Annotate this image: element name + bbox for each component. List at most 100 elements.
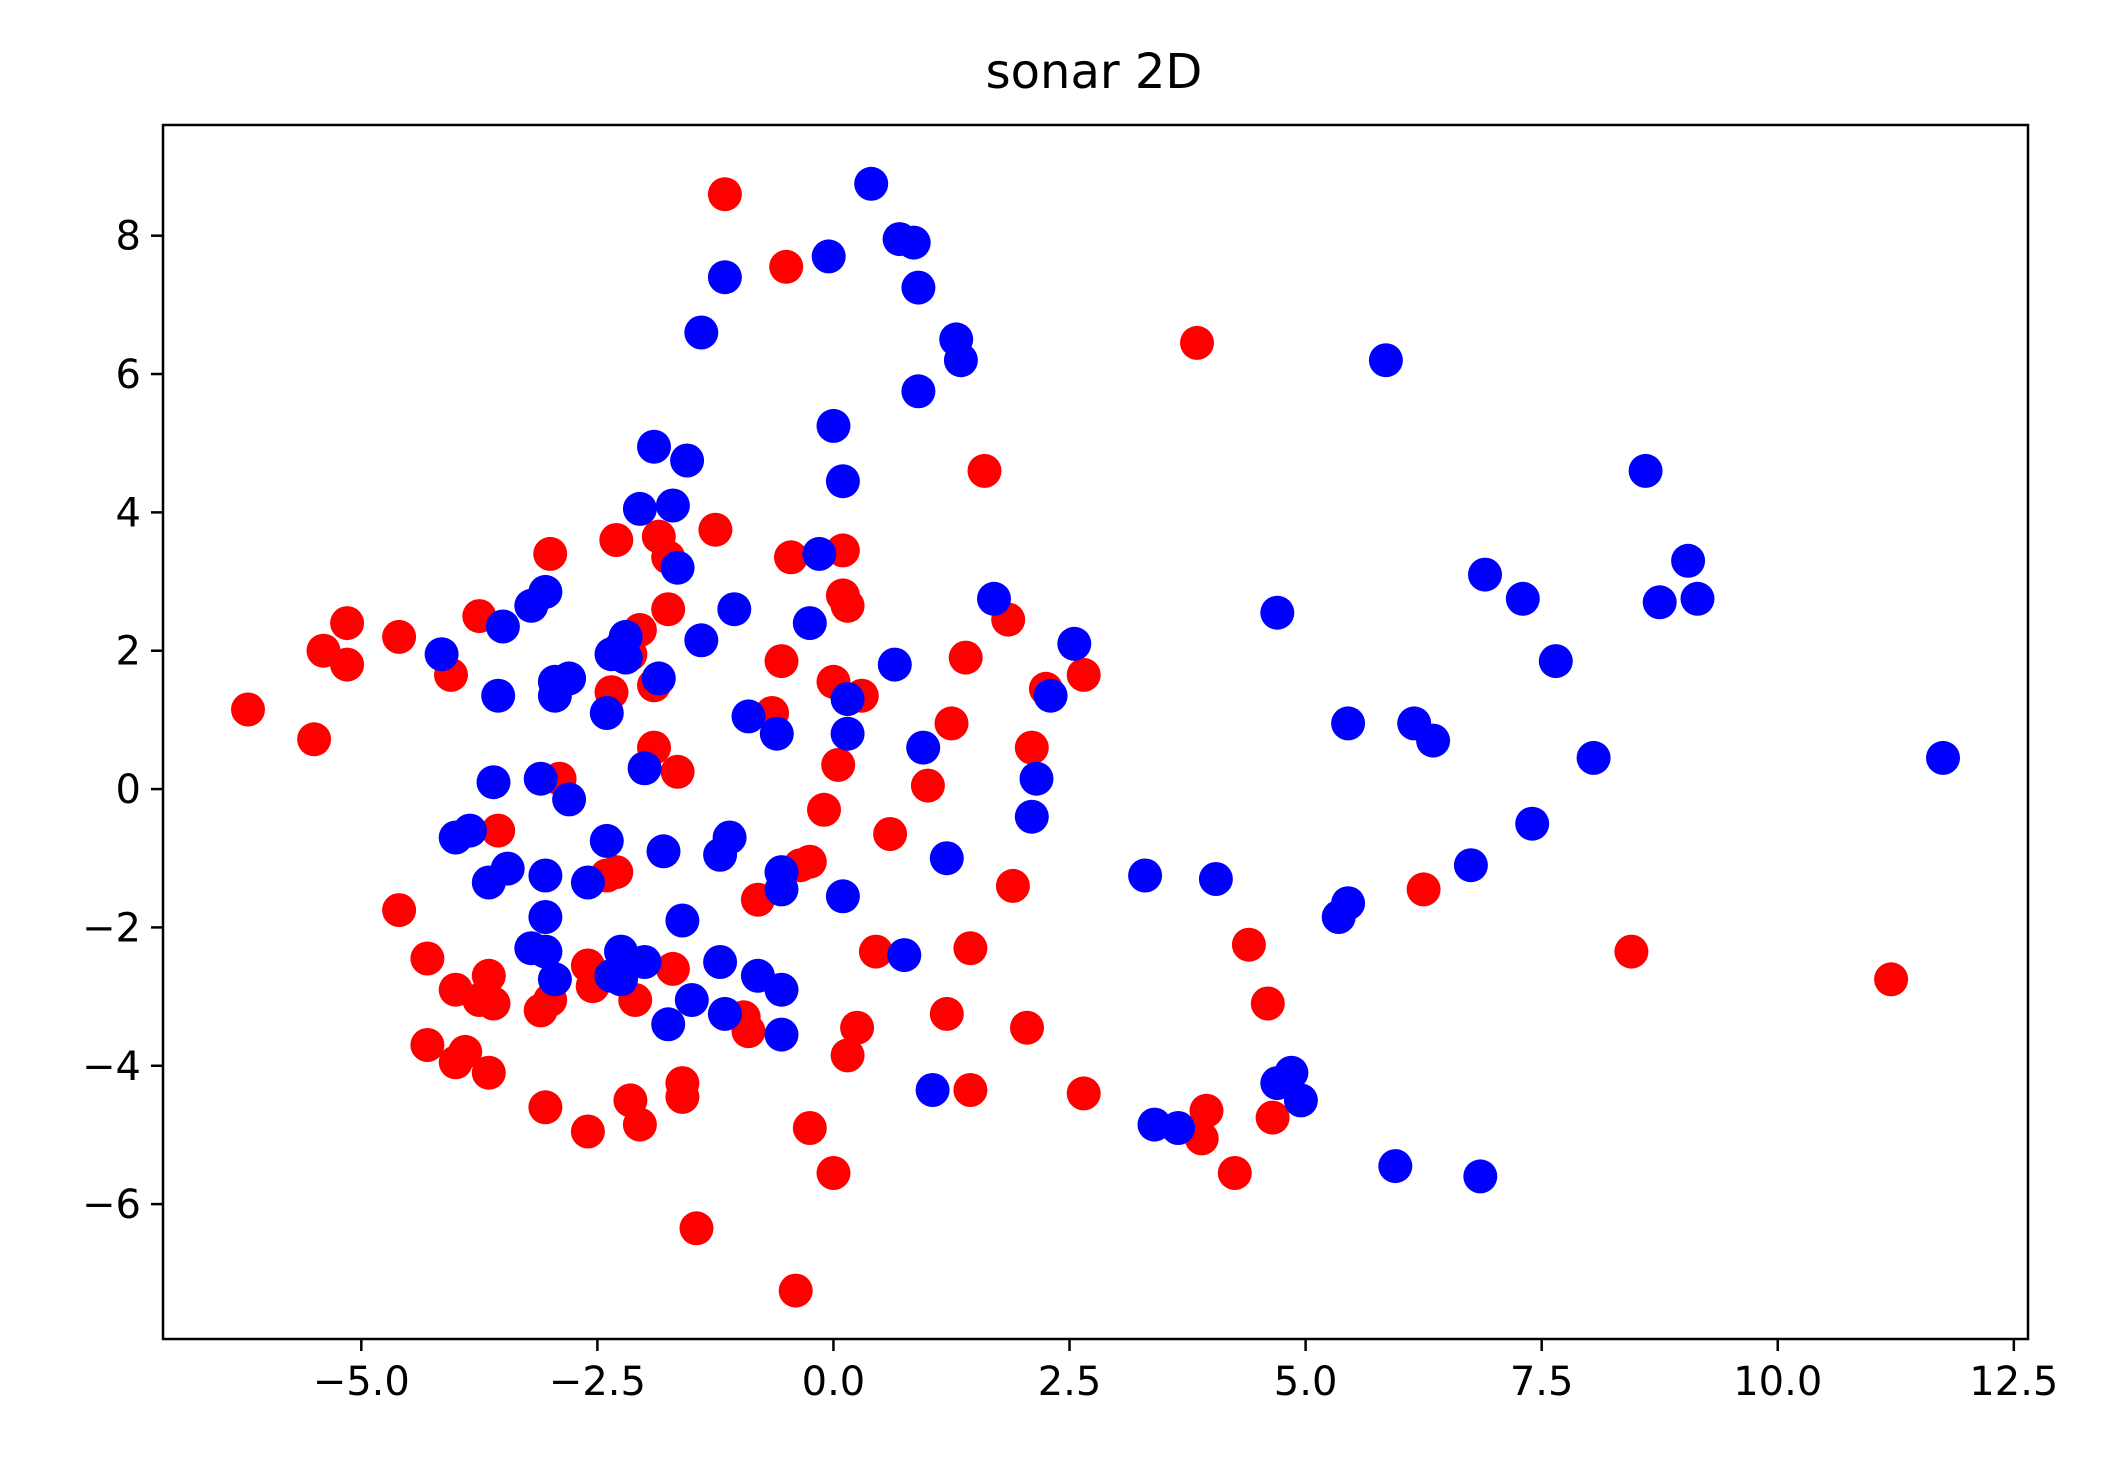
data-point <box>410 1028 445 1062</box>
data-point <box>717 592 752 627</box>
x-tick-label: 0.0 <box>802 1359 866 1405</box>
data-point <box>910 768 945 803</box>
data-point <box>1515 806 1550 841</box>
data-point <box>570 865 605 900</box>
data-point <box>528 858 563 893</box>
data-point <box>1014 799 1049 834</box>
data-point <box>830 588 865 623</box>
data-point <box>1128 858 1163 893</box>
data-point <box>906 730 941 765</box>
data-point <box>424 637 459 672</box>
data-point <box>825 464 860 499</box>
y-tick-label: −6 <box>82 1182 141 1228</box>
data-point <box>231 692 265 727</box>
data-point <box>703 945 738 979</box>
data-point <box>476 765 511 800</box>
data-point <box>622 491 657 526</box>
data-point <box>816 408 851 443</box>
data-point <box>330 647 365 682</box>
data-point <box>485 609 520 644</box>
y-tick-label: −4 <box>82 1044 141 1090</box>
x-tick-label: −2.5 <box>549 1359 646 1405</box>
data-point <box>764 644 799 679</box>
data-point <box>995 868 1030 903</box>
data-point <box>1642 585 1677 620</box>
data-point <box>528 574 563 609</box>
data-point <box>792 1111 827 1145</box>
data-point <box>297 722 332 757</box>
data-point <box>1066 657 1101 692</box>
data-point <box>641 661 676 696</box>
data-point <box>674 983 709 1017</box>
data-point <box>934 706 969 741</box>
chart-title: sonar 2D <box>986 44 1203 100</box>
data-point <box>1468 557 1502 592</box>
data-point <box>599 523 634 557</box>
data-point <box>769 249 804 284</box>
data-point <box>627 945 662 979</box>
data-point <box>707 177 742 212</box>
data-point <box>382 893 417 928</box>
data-point <box>887 938 922 973</box>
data-point <box>840 1010 875 1045</box>
data-point <box>1189 1093 1224 1128</box>
data-point <box>1628 453 1663 488</box>
data-point <box>915 1073 950 1107</box>
data-point <box>731 1014 766 1049</box>
data-point <box>830 1038 865 1073</box>
data-point <box>552 782 587 817</box>
data-point <box>1283 1083 1318 1118</box>
data-point <box>901 270 936 305</box>
data-point <box>774 540 808 575</box>
plot-frame <box>161 123 2030 1341</box>
y-tick-label: 4 <box>116 490 141 536</box>
data-point <box>651 592 686 627</box>
data-point <box>604 962 638 997</box>
data-point <box>1680 581 1715 616</box>
data-point <box>1161 1111 1196 1145</box>
data-point <box>1274 1055 1309 1090</box>
x-tick-label: −5.0 <box>313 1359 410 1405</box>
data-point <box>1671 543 1706 578</box>
data-point <box>523 993 558 1028</box>
data-point <box>1538 644 1573 679</box>
data-point <box>670 443 705 478</box>
data-point <box>712 820 747 855</box>
points-layer <box>231 166 1960 1308</box>
data-point <box>490 851 525 886</box>
data-point <box>1014 730 1049 765</box>
data-point <box>977 581 1011 616</box>
data-point <box>599 855 634 890</box>
data-point <box>382 619 417 654</box>
data-point <box>537 962 572 997</box>
data-point <box>481 813 516 848</box>
data-point <box>1368 343 1403 378</box>
data-point <box>1019 761 1054 796</box>
y-tick-label: 2 <box>116 629 141 675</box>
data-point <box>825 879 860 914</box>
data-point <box>655 951 690 986</box>
data-point <box>651 1007 686 1042</box>
data-point <box>698 512 733 547</box>
data-point <box>802 536 837 571</box>
data-point <box>471 1055 506 1090</box>
data-point <box>816 1156 851 1190</box>
data-point <box>873 817 908 851</box>
data-point <box>1255 1100 1290 1135</box>
data-point <box>943 343 978 378</box>
x-tick-label: 10.0 <box>1733 1359 1822 1405</box>
data-point <box>570 1114 605 1149</box>
data-point <box>552 661 587 696</box>
data-point <box>1874 962 1909 997</box>
data-point <box>731 699 766 734</box>
data-point <box>929 841 964 876</box>
data-point <box>622 1107 657 1142</box>
data-point <box>1453 848 1488 883</box>
y-tick-label: 6 <box>116 352 141 398</box>
data-point <box>707 996 742 1031</box>
data-point <box>646 834 681 869</box>
data-point <box>1217 1156 1252 1190</box>
data-point <box>1331 886 1366 921</box>
data-point <box>1057 626 1092 661</box>
data-point <box>764 1017 799 1052</box>
